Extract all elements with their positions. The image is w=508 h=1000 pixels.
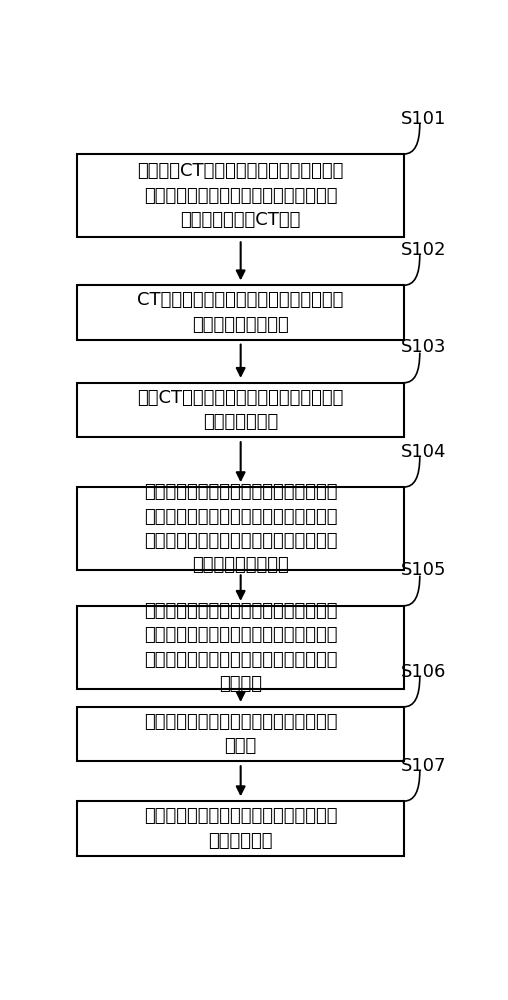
Text: 使用三维CT依次断层扫描髋关节、膝关节
和踝关节，获得包含髋关节、膝关节和踝
关节结构特征的CT数据: 使用三维CT依次断层扫描髋关节、膝关节 和踝关节，获得包含髋关节、膝关节和踝 关… <box>138 162 344 229</box>
Text: S101: S101 <box>401 110 447 128</box>
Bar <box>77 487 404 570</box>
Text: S102: S102 <box>401 241 447 259</box>
Text: 分别将股骨和胫骨的三维重建模型与一三
维立体结构模型进行合并处理，合并后再
将股骨和胫骨的三维重建模型从三维立体
结构模型中进行去除: 分别将股骨和胫骨的三维重建模型与一三 维立体结构模型进行合并处理，合并后再 将股… <box>144 483 337 574</box>
Text: S107: S107 <box>401 757 447 775</box>
Text: 重建CT数据，获得股骨机械轴、胫骨机械
轴和胫骨后倾轴: 重建CT数据，获得股骨机械轴、胫骨机械 轴和胫骨后倾轴 <box>138 389 344 431</box>
Bar <box>77 801 404 856</box>
Text: S104: S104 <box>401 443 447 461</box>
Bar <box>77 606 404 689</box>
Text: 对内含股骨轮廓的所述三维立体结构模型
进行股骨远端虚拟截骨，对含有胫骨轮廓
的所述三维立体结构模型进行胫骨近端的
虚拟截骨: 对内含股骨轮廓的所述三维立体结构模型 进行股骨远端虚拟截骨，对含有胫骨轮廓 的所… <box>144 602 337 693</box>
Text: 将实体的股骨髁导航模板和胫骨平台导航
模板制作出来: 将实体的股骨髁导航模板和胫骨平台导航 模板制作出来 <box>144 807 337 850</box>
Bar <box>77 383 404 437</box>
Text: 建立虚拟的股骨髁导航模板和胫骨平台导
航模板: 建立虚拟的股骨髁导航模板和胫骨平台导 航模板 <box>144 713 337 755</box>
Bar <box>77 154 404 237</box>
Text: S103: S103 <box>401 338 447 356</box>
Text: S105: S105 <box>401 561 447 579</box>
Text: CT数据进行三维重建，并在二维图像中获
得膝关节的外旋角度: CT数据进行三维重建，并在二维图像中获 得膝关节的外旋角度 <box>138 291 344 334</box>
Bar <box>77 707 404 761</box>
Text: S106: S106 <box>401 663 447 681</box>
Bar <box>77 285 404 340</box>
